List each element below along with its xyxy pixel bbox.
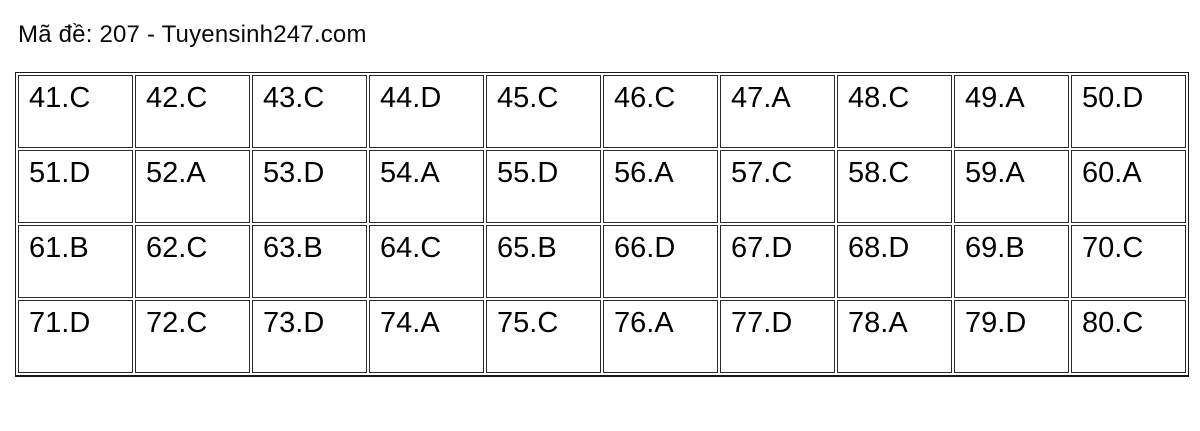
answer-table-body: 41.C 42.C 43.C 44.D 45.C 46.C 47.A 48.C 49.A 50.D…: [18, 75, 1186, 373]
answer-cell: 46.C: [603, 75, 718, 148]
answer-cell: 74.A: [369, 300, 484, 373]
answer-cell: 67.D: [720, 225, 835, 298]
answer-cell: 77.D: [720, 300, 835, 373]
answer-cell: 52.A: [135, 150, 250, 223]
answer-cell: 73.D: [252, 300, 367, 373]
answer-cell: 70.C: [1071, 225, 1186, 298]
answer-table-row: 71.D 72.C 73.D 74.A 75.C 76.A 77.D 78.A 79.D 80.C: [18, 300, 1186, 373]
answer-cell: 41.C: [18, 75, 133, 148]
answer-cell: 50.D: [1071, 75, 1186, 148]
answer-cell: 49.A: [954, 75, 1069, 148]
answer-cell: 80.C: [1071, 300, 1186, 373]
answer-cell: 61.B: [18, 225, 133, 298]
answer-cell: 51.D: [18, 150, 133, 223]
answer-table-row: 41.C 42.C 43.C 44.D 45.C 46.C 47.A 48.C 49.A 50.D: [18, 75, 1186, 148]
answer-cell: 44.D: [369, 75, 484, 148]
answer-cell: 71.D: [18, 300, 133, 373]
answer-cell: 72.C: [135, 300, 250, 373]
answer-cell: 56.A: [603, 150, 718, 223]
answer-cell: 57.C: [720, 150, 835, 223]
answer-cell: 69.B: [954, 225, 1069, 298]
answer-cell: 66.D: [603, 225, 718, 298]
answer-cell: 42.C: [135, 75, 250, 148]
answer-cell: 63.B: [252, 225, 367, 298]
answer-cell: 43.C: [252, 75, 367, 148]
answer-cell: 55.D: [486, 150, 601, 223]
answer-cell: 58.C: [837, 150, 952, 223]
answer-cell: 68.D: [837, 225, 952, 298]
answer-cell: 60.A: [1071, 150, 1186, 223]
answer-table-row: 61.B 62.C 63.B 64.C 65.B 66.D 67.D 68.D 69.B 70.C: [18, 225, 1186, 298]
answer-cell: 54.A: [369, 150, 484, 223]
answer-cell: 62.C: [135, 225, 250, 298]
answer-cell: 47.A: [720, 75, 835, 148]
exam-code-title: Mã đề: 207 - Tuyensinh247.com: [18, 21, 367, 48]
answer-cell: 45.C: [486, 75, 601, 148]
answer-key-table: 41.C 42.C 43.C 44.D 45.C 46.C 47.A 48.C 49.A 50.D…: [15, 72, 1189, 377]
answer-cell: 53.D: [252, 150, 367, 223]
answer-cell: 75.C: [486, 300, 601, 373]
answer-cell: 76.A: [603, 300, 718, 373]
answer-cell: 59.A: [954, 150, 1069, 223]
answer-cell: 79.D: [954, 300, 1069, 373]
answer-cell: 78.A: [837, 300, 952, 373]
answer-cell: 65.B: [486, 225, 601, 298]
answer-cell: 64.C: [369, 225, 484, 298]
answer-cell: 48.C: [837, 75, 952, 148]
answer-table-row: 51.D 52.A 53.D 54.A 55.D 56.A 57.C 58.C 59.A 60.A: [18, 150, 1186, 223]
